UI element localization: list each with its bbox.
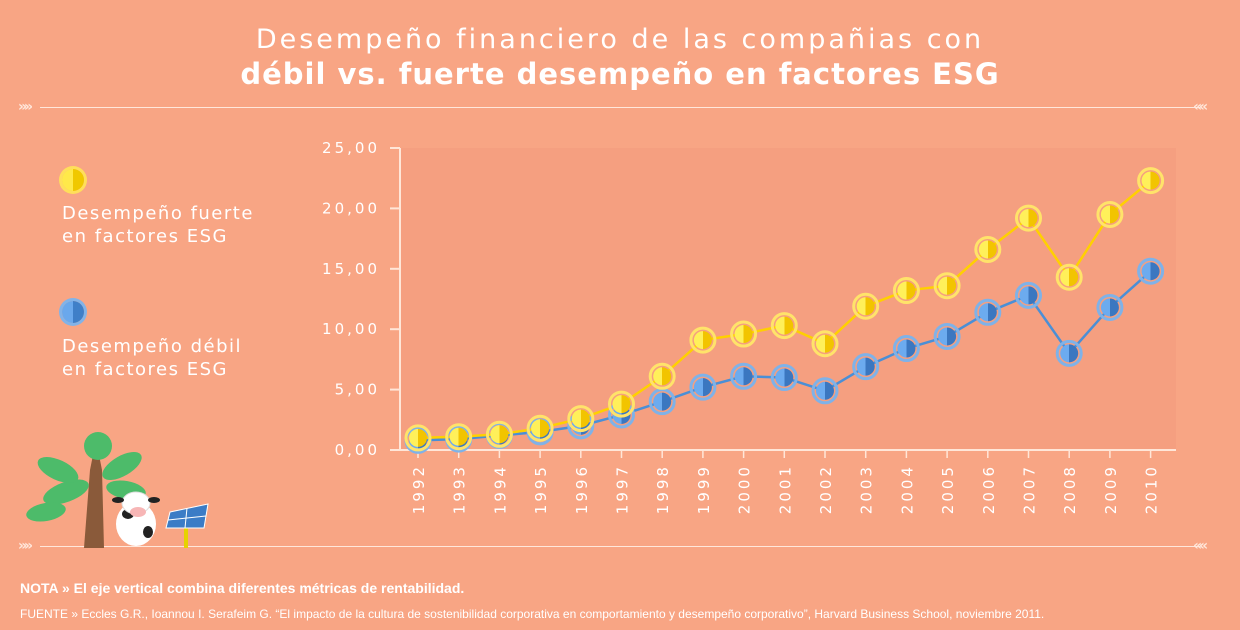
y-tick-label: 5,00 bbox=[335, 381, 380, 399]
data-point-strong bbox=[689, 326, 717, 354]
data-point-weak bbox=[811, 377, 839, 405]
x-tick-label: 1997 bbox=[614, 464, 632, 514]
legend-weak-marker-icon bbox=[62, 301, 84, 323]
data-point-strong bbox=[404, 424, 432, 452]
x-tick-label: 1993 bbox=[451, 464, 469, 514]
data-point-strong bbox=[608, 390, 635, 418]
data-point-weak bbox=[689, 373, 717, 401]
data-point-weak bbox=[648, 388, 676, 416]
data-point-weak bbox=[1096, 293, 1124, 321]
divider-right-chevron-icon: «« bbox=[1193, 538, 1208, 554]
solar-panel-illustration bbox=[165, 503, 209, 548]
data-point-weak bbox=[770, 364, 798, 392]
data-point-strong bbox=[526, 414, 554, 442]
divider-left-chevron-icon: »» bbox=[18, 538, 33, 554]
data-point-strong bbox=[892, 277, 920, 305]
y-tick-label: 10,00 bbox=[322, 320, 380, 338]
data-point-weak bbox=[852, 353, 880, 381]
data-point-strong bbox=[1055, 263, 1083, 291]
data-point-strong bbox=[852, 292, 880, 320]
x-tick-label: 2007 bbox=[1021, 464, 1039, 514]
data-point-strong bbox=[1137, 167, 1165, 195]
data-point-strong bbox=[1096, 200, 1124, 228]
legend-strong-marker-icon bbox=[62, 169, 84, 191]
data-point-strong bbox=[933, 272, 961, 300]
x-tick-label: 2001 bbox=[776, 464, 794, 514]
y-tick-label: 15,00 bbox=[322, 260, 380, 278]
data-point-weak bbox=[892, 335, 920, 363]
data-point-strong bbox=[730, 320, 758, 348]
data-point-strong bbox=[1015, 204, 1042, 232]
data-point-strong bbox=[445, 423, 473, 451]
title-line-2: débil vs. fuerte desempeño en factores E… bbox=[240, 57, 1000, 91]
data-point-weak bbox=[933, 322, 961, 350]
x-tick-label: 1995 bbox=[532, 464, 550, 514]
legend-strong-label: Desempeño fuerte en factores ESG bbox=[62, 203, 254, 247]
top-divider bbox=[40, 107, 1200, 108]
x-tick-label: 2008 bbox=[1061, 464, 1079, 514]
data-point-weak bbox=[974, 298, 1002, 326]
bottom-divider bbox=[40, 546, 1200, 547]
y-tick-label: 25,00 bbox=[322, 139, 380, 157]
x-tick-label: 2000 bbox=[736, 464, 754, 514]
note-text: NOTA » El eje vertical combina diferente… bbox=[20, 580, 465, 596]
y-tick-label: 0,00 bbox=[335, 441, 380, 459]
plot-area bbox=[400, 148, 1176, 450]
data-point-strong bbox=[811, 330, 839, 358]
tree-illustration bbox=[26, 432, 146, 548]
data-point-strong bbox=[770, 312, 798, 340]
cow-illustration bbox=[112, 491, 160, 546]
divider-left-chevron-icon: »» bbox=[18, 99, 33, 115]
data-point-strong bbox=[648, 362, 676, 390]
x-tick-label: 2004 bbox=[898, 464, 916, 514]
x-tick-label: 2002 bbox=[817, 464, 835, 514]
x-tick-label: 1992 bbox=[410, 464, 428, 514]
data-point-weak bbox=[730, 362, 758, 390]
x-tick-label: 2005 bbox=[939, 464, 957, 514]
data-point-strong bbox=[567, 405, 595, 433]
x-tick-label: 2006 bbox=[980, 464, 998, 514]
title-line-1: Desempeño financiero de las compañias co… bbox=[255, 24, 985, 55]
data-point-strong bbox=[485, 420, 513, 448]
x-tick-label: 2009 bbox=[1102, 464, 1120, 514]
x-tick-label: 2003 bbox=[858, 464, 876, 514]
divider-right-chevron-icon: «« bbox=[1193, 99, 1208, 115]
x-tick-label: 1996 bbox=[573, 464, 591, 514]
x-tick-label: 2010 bbox=[1143, 464, 1161, 514]
x-tick-label: 1998 bbox=[654, 464, 672, 514]
x-tick-label: 1994 bbox=[491, 464, 509, 514]
data-point-weak bbox=[1055, 339, 1083, 367]
source-text: FUENTE » Eccles G.R., Ioannou I. Serafei… bbox=[20, 607, 1045, 621]
data-point-strong bbox=[974, 235, 1002, 263]
legend-weak-label: Desempeño débil en factores ESG bbox=[62, 336, 242, 380]
data-point-weak bbox=[1137, 257, 1165, 285]
y-tick-label: 20,00 bbox=[322, 199, 380, 217]
data-point-weak bbox=[1015, 281, 1042, 309]
x-tick-label: 1999 bbox=[695, 464, 713, 514]
